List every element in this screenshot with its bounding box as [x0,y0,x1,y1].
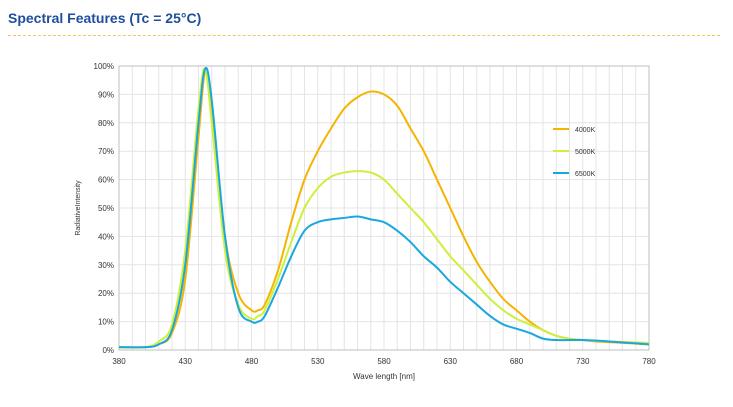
legend-label: 6500K [575,171,596,178]
y-tick-label: 20% [98,289,114,298]
legend-label: 5000K [575,149,596,156]
y-tick-label: 90% [98,90,114,99]
plot-border [118,65,650,351]
y-tick-label: 10% [98,318,114,327]
page-title: Spectral Features (Tc = 25°C) [8,10,202,26]
x-tick-label: 530 [311,357,325,366]
dashed-divider [8,35,720,36]
x-tick-label: 730 [576,357,590,366]
x-tick-label: 430 [179,357,193,366]
y-tick-label: 70% [98,147,114,156]
x-tick-label: 580 [377,357,391,366]
y-tick-label: 80% [98,119,114,128]
y-tick-label: 0% [102,346,114,355]
y-tick-label: 100% [94,62,114,71]
x-tick-label: 780 [642,357,656,366]
y-tick-label: 60% [98,176,114,185]
series-line-6500K [118,66,650,349]
x-tick-label: 380 [112,357,126,366]
x-tick-label: 480 [245,357,259,366]
y-tick-label: 40% [98,232,114,241]
y-tick-label: 50% [98,204,114,213]
y-axis-label: RadiativeIntensity [75,180,82,236]
x-tick-label: 630 [444,357,458,366]
y-tick-label: 30% [98,261,114,270]
x-axis-label: Wave length [nm] [353,372,415,381]
legend-label: 4000K [575,127,596,134]
x-tick-label: 680 [510,357,524,366]
